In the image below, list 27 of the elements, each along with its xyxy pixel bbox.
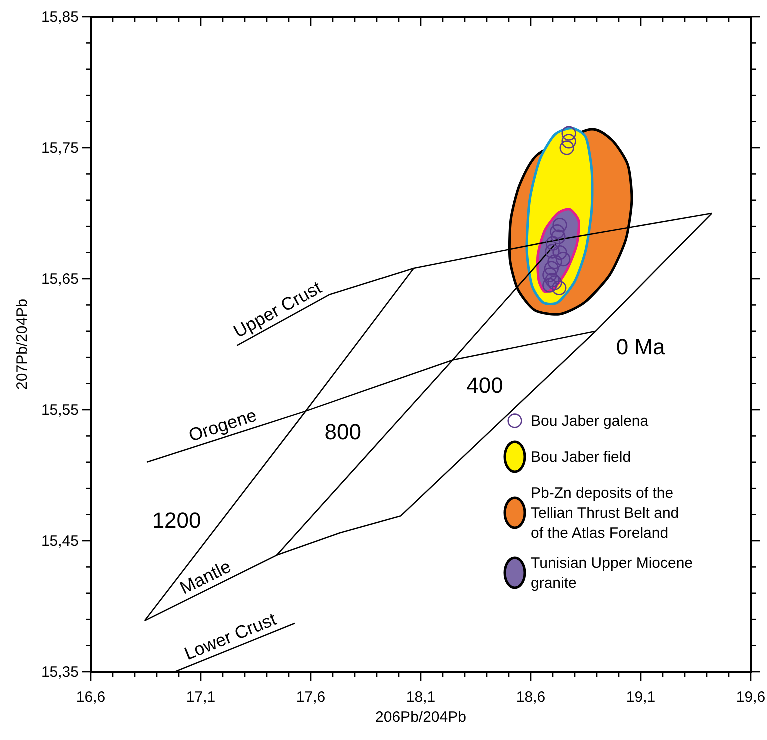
y-tick-label: 15,75	[41, 140, 79, 157]
x-axis-title: 206Pb/204Pb	[376, 709, 466, 726]
text: Mantle	[176, 556, 234, 598]
x-tick-label: 19,6	[736, 689, 766, 706]
annotation: 400	[466, 373, 504, 398]
x-tick-label: 17,6	[296, 689, 326, 706]
x-tick-label: 17,1	[186, 689, 216, 706]
y-axis-title: 207Pb/204Pb	[14, 299, 31, 390]
annotation: 0 Ma	[616, 334, 666, 360]
legend-label: Tunisian Upper Miocene granite	[531, 555, 694, 592]
x-tick-label: 18,6	[516, 689, 546, 706]
annotation: 1200	[152, 508, 202, 534]
x-tick-label: 16,6	[76, 689, 106, 706]
annotation: 800	[324, 420, 362, 445]
y-tick-label: 15,85	[41, 9, 79, 26]
y-tick-label: 15,55	[41, 402, 79, 419]
y-tick-label: 15,35	[41, 664, 79, 681]
legend-label: Bou Jaber field	[531, 449, 632, 466]
legend-label: Bou Jaber galena	[531, 413, 650, 430]
legend-label: Pb-Zn deposits of the Tellian Thrust Belt and of the Atlas Foreland	[531, 485, 680, 542]
x-tick-label: 18,1	[406, 689, 436, 706]
text: Upper Crust	[230, 278, 326, 342]
x-tick-label: 19,1	[626, 689, 656, 706]
y-tick-label: 15,65	[41, 271, 79, 288]
text: Lower Crust	[182, 609, 280, 664]
y-tick-label: 15,45	[41, 533, 79, 550]
text: Orogene	[186, 405, 260, 446]
